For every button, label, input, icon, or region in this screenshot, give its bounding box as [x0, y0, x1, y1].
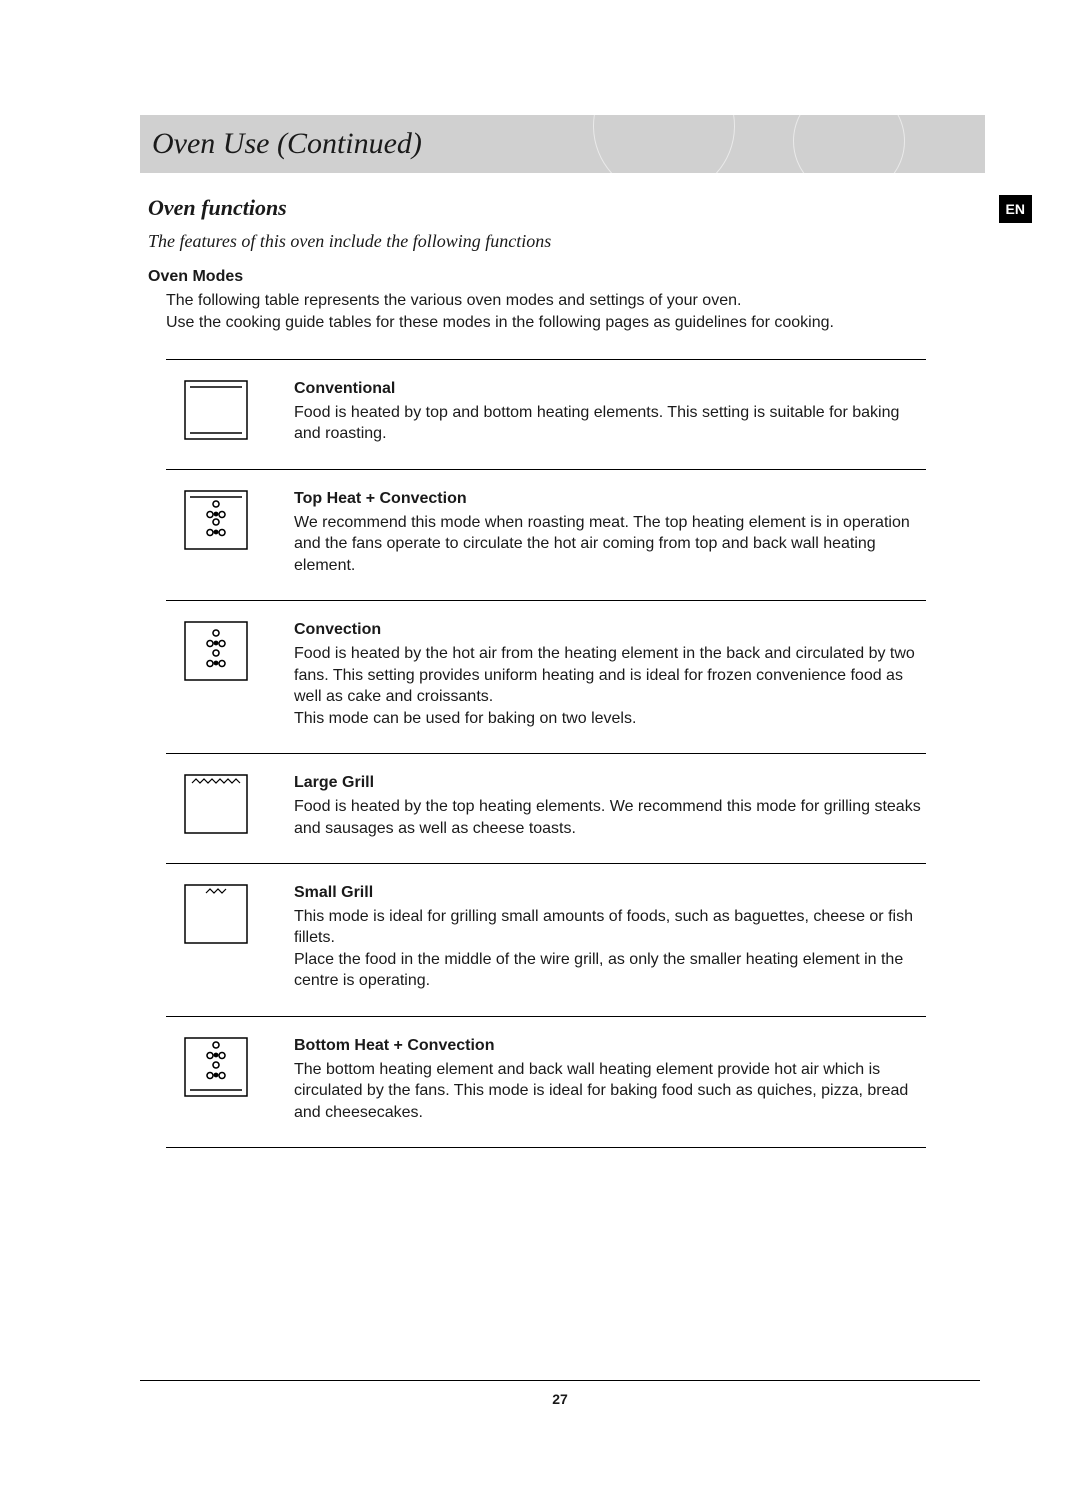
oven-modes-table: Conventional Food is heated by top and b…: [166, 359, 926, 1148]
mode-text: Small Grill This mode is ideal for grill…: [294, 882, 926, 992]
mode-description: This mode is ideal for grilling small am…: [294, 906, 926, 992]
section-subheading: The features of this oven include the fo…: [148, 231, 985, 252]
mode-title: Top Heat + Convection: [294, 488, 926, 510]
mode-title: Large Grill: [294, 772, 926, 794]
mode-description: We recommend this mode when roasting mea…: [294, 512, 926, 577]
table-row: Small Grill This mode is ideal for grill…: [166, 864, 926, 1017]
large-grill-icon: [184, 774, 248, 839]
mode-text: Conventional Food is heated by top and b…: [294, 378, 926, 445]
conventional-icon: [184, 380, 248, 445]
page-header-title: Oven Use (Continued): [152, 127, 422, 161]
mode-description: The bottom heating element and back wall…: [294, 1059, 926, 1124]
oven-modes-label: Oven Modes: [148, 268, 985, 286]
mode-icon-cell: [166, 882, 266, 992]
content-area: Oven functions The features of this oven…: [140, 195, 985, 1148]
mode-description: Food is heated by the hot air from the h…: [294, 643, 926, 729]
mode-text: Convection Food is heated by the hot air…: [294, 619, 926, 729]
oven-modes-description: The following table represents the vario…: [148, 290, 985, 333]
language-badge: EN: [999, 195, 1032, 223]
table-row: Top Heat + Convection We recommend this …: [166, 470, 926, 601]
mode-text: Top Heat + Convection We recommend this …: [294, 488, 926, 576]
small-grill-icon: [184, 884, 248, 992]
mode-icon-cell: [166, 378, 266, 445]
mode-icon-cell: [166, 772, 266, 839]
mode-description: Food is heated by the top heating elemen…: [294, 796, 926, 839]
mode-title: Small Grill: [294, 882, 926, 904]
page-number: 27: [552, 1391, 568, 1407]
mode-text: Bottom Heat + Convection The bottom heat…: [294, 1035, 926, 1123]
page-header-bar: Oven Use (Continued): [140, 115, 985, 173]
section-heading: Oven functions: [148, 195, 985, 221]
top-heat-convection-icon: [184, 490, 248, 576]
mode-description: Food is heated by top and bottom heating…: [294, 402, 926, 445]
mode-title: Conventional: [294, 378, 926, 400]
mode-title: Bottom Heat + Convection: [294, 1035, 926, 1057]
table-row: Conventional Food is heated by top and b…: [166, 360, 926, 470]
manual-page: Oven Use (Continued) EN Oven functions T…: [0, 0, 1080, 1148]
table-row: Large Grill Food is heated by the top he…: [166, 754, 926, 864]
mode-icon-cell: [166, 619, 266, 729]
page-footer: 27: [140, 1380, 980, 1407]
mode-icon-cell: [166, 488, 266, 576]
mode-title: Convection: [294, 619, 926, 641]
table-row: Convection Food is heated by the hot air…: [166, 601, 926, 754]
mode-icon-cell: [166, 1035, 266, 1123]
table-row: Bottom Heat + Convection The bottom heat…: [166, 1017, 926, 1148]
bottom-heat-convection-icon: [184, 1037, 248, 1123]
mode-text: Large Grill Food is heated by the top he…: [294, 772, 926, 839]
convection-icon: [184, 621, 248, 729]
